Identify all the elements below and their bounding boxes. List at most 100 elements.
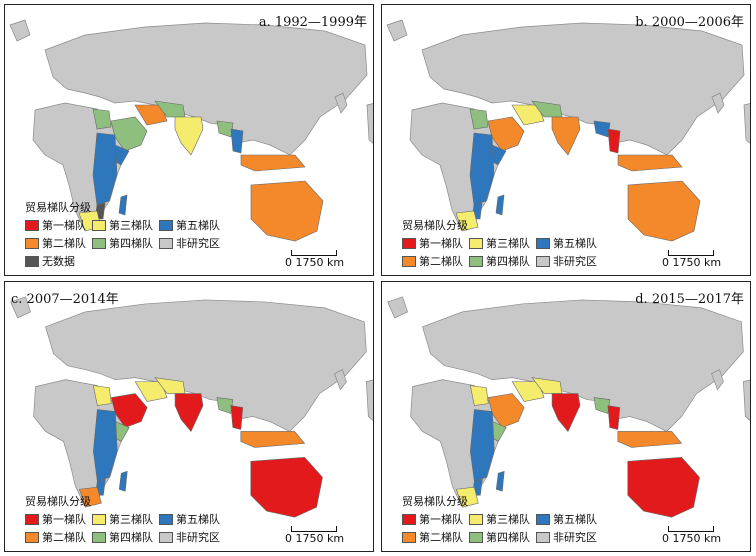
scale-bar-line bbox=[291, 526, 337, 532]
legend-item: 第四梯队 bbox=[469, 253, 530, 269]
panel-title: c. 2007—2014年 bbox=[11, 292, 119, 307]
legend-swatch bbox=[536, 237, 550, 249]
legend-label: 非研究区 bbox=[176, 531, 220, 544]
legend-swatch bbox=[92, 531, 106, 543]
landmass-3 bbox=[366, 103, 373, 144]
legend-label: 第三梯队 bbox=[486, 513, 530, 526]
region-se-asia bbox=[230, 128, 244, 154]
landmass-2 bbox=[334, 369, 347, 391]
landmass-4 bbox=[386, 19, 408, 42]
legend-item: 非研究区 bbox=[536, 253, 597, 269]
scale-label: 0 1750 km bbox=[285, 532, 345, 545]
legend-title: 贸易梯队分级 bbox=[402, 495, 468, 508]
legend-label: 第二梯队 bbox=[419, 255, 463, 268]
region-egypt bbox=[92, 385, 112, 406]
legend-item: 第一梯队 bbox=[402, 235, 463, 251]
legend-swatch bbox=[402, 531, 416, 543]
legend-item: 第五梯队 bbox=[536, 511, 597, 527]
landmass-0 bbox=[45, 299, 367, 432]
region-egypt bbox=[469, 108, 489, 130]
region-east-africa bbox=[92, 132, 118, 206]
legend-swatch bbox=[25, 513, 39, 525]
legend-swatch bbox=[92, 219, 106, 231]
legend-label: 第四梯队 bbox=[486, 531, 530, 544]
legend-label: 非研究区 bbox=[176, 237, 220, 250]
region-madagascar bbox=[118, 470, 128, 492]
legend-item: 无数据 bbox=[25, 253, 86, 269]
legend: 贸易梯队分级 第一梯队 第三梯队 第五梯队 第二梯队 第四梯队 非研究区 bbox=[25, 493, 220, 545]
region-east-africa bbox=[469, 132, 495, 206]
legend-label: 第一梯队 bbox=[42, 513, 86, 526]
region-east-africa bbox=[93, 409, 118, 482]
scale-bar-line bbox=[291, 250, 337, 256]
scale-label: 0 1750 km bbox=[662, 256, 722, 269]
legend-swatch bbox=[469, 513, 483, 525]
landmass-2 bbox=[711, 92, 725, 114]
legend-item: 第一梯队 bbox=[25, 217, 86, 233]
scale-bar: 0 1750 km bbox=[662, 250, 721, 269]
legend-swatch bbox=[159, 531, 173, 543]
region-india bbox=[551, 393, 581, 433]
landmass-4 bbox=[9, 19, 31, 42]
landmass-3 bbox=[365, 379, 373, 421]
legend-swatch bbox=[25, 219, 39, 231]
region-iran bbox=[134, 381, 168, 402]
legend-items: 第一梯队 第三梯队 第五梯队 第二梯队 第四梯队 非研究区 bbox=[25, 511, 220, 545]
region-iran bbox=[134, 104, 168, 126]
legend-label: 非研究区 bbox=[553, 255, 597, 268]
legend-swatch bbox=[159, 513, 173, 525]
region-south-africa bbox=[456, 486, 479, 508]
scale-bar-line bbox=[668, 250, 714, 256]
region-india bbox=[174, 116, 204, 156]
legend-label: 非研究区 bbox=[553, 531, 597, 544]
landmass-0 bbox=[421, 22, 745, 156]
legend-label: 无数据 bbox=[42, 255, 75, 268]
legend-label: 第二梯队 bbox=[42, 531, 86, 544]
legend-item: 第四梯队 bbox=[469, 529, 530, 545]
region-indonesia bbox=[617, 431, 683, 448]
landmass-3 bbox=[742, 379, 750, 421]
legend-swatch bbox=[536, 513, 550, 525]
region-indonesia bbox=[617, 154, 683, 172]
region-australia bbox=[627, 457, 700, 518]
region-australia bbox=[250, 457, 323, 518]
legend-swatch bbox=[402, 255, 416, 267]
region-china-s bbox=[593, 120, 611, 138]
landmass-0 bbox=[422, 299, 744, 432]
region-iran bbox=[511, 381, 545, 402]
map-d bbox=[382, 282, 750, 551]
landmass-3 bbox=[743, 103, 750, 144]
landmass-2 bbox=[711, 369, 724, 391]
scale-label: 0 1750 km bbox=[662, 532, 722, 545]
region-madagascar bbox=[495, 194, 505, 216]
legend-item: 第四梯队 bbox=[92, 235, 153, 251]
legend-item: 第五梯队 bbox=[159, 511, 220, 527]
legend-label: 第五梯队 bbox=[176, 513, 220, 526]
region-china-s bbox=[216, 397, 234, 414]
legend-item: 第五梯队 bbox=[536, 235, 597, 251]
map-panel-d: d. 2015—2017年 贸易梯队分级 第一梯队 第三梯队 第五梯队 第二梯队 第四梯队… bbox=[381, 281, 751, 552]
legend-label: 第三梯队 bbox=[486, 237, 530, 250]
legend-swatch bbox=[159, 237, 173, 249]
legend-item: 第二梯队 bbox=[25, 235, 86, 251]
map-panel-c: c. 2007—2014年 贸易梯队分级 第一梯队 第三梯队 第五梯队 第二梯队 第四梯队… bbox=[4, 281, 374, 552]
legend-label: 第三梯队 bbox=[109, 513, 153, 526]
map-c bbox=[5, 282, 373, 551]
legend: 贸易梯队分级 第一梯队 第三梯队 第五梯队 第二梯队 第四梯队 非研究区 无数据 bbox=[25, 199, 220, 269]
legend-swatch bbox=[25, 237, 39, 249]
region-india bbox=[551, 116, 581, 156]
scale-bar: 0 1750 km bbox=[285, 526, 344, 545]
region-south-africa bbox=[455, 210, 479, 232]
scale-bar: 0 1750 km bbox=[285, 250, 344, 269]
legend-item: 第一梯队 bbox=[25, 511, 86, 527]
scale-bar-line bbox=[668, 526, 714, 532]
region-se-asia bbox=[607, 405, 621, 430]
legend-swatch bbox=[25, 255, 39, 267]
legend-item: 第三梯队 bbox=[92, 511, 153, 527]
legend-items: 第一梯队 第三梯队 第五梯队 第二梯队 第四梯队 非研究区 bbox=[402, 511, 597, 545]
legend-label: 第一梯队 bbox=[42, 219, 86, 232]
region-iran bbox=[511, 104, 545, 126]
legend-item: 第五梯队 bbox=[159, 217, 220, 233]
legend-item: 第三梯队 bbox=[469, 235, 530, 251]
legend-swatch bbox=[92, 237, 106, 249]
